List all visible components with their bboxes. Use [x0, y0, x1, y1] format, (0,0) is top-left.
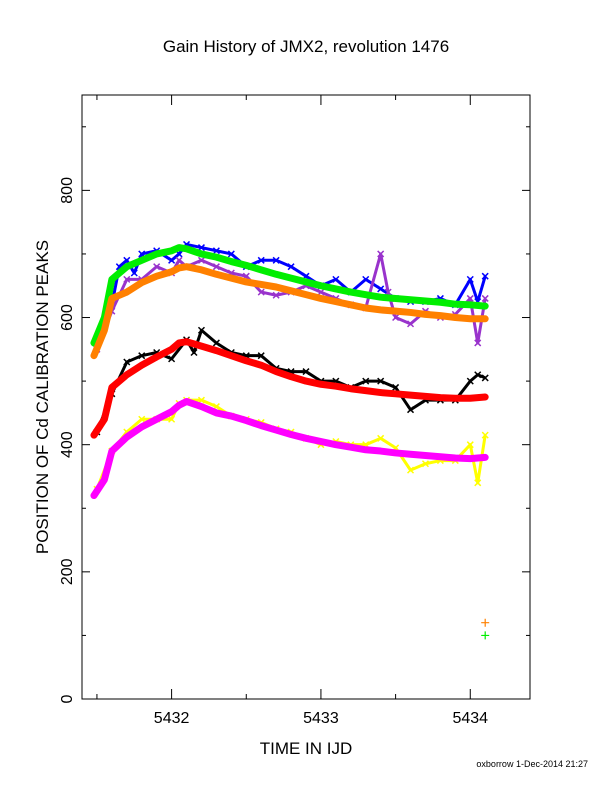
data-point [466, 441, 474, 449]
data-point [272, 291, 280, 299]
data-point [362, 275, 370, 283]
data-point [257, 352, 265, 360]
data-point [257, 288, 265, 296]
y-axis-label: POSITION OF Cd CALIBRATION PEAKS [33, 240, 52, 554]
data-point [287, 263, 295, 271]
chart-title: Gain History of JMX2, revolution 1476 [163, 37, 449, 56]
series-layer [90, 240, 490, 640]
series-6 [93, 396, 489, 493]
footer-credit: oxborrow 1-Dec-2014 21:27 [476, 759, 588, 769]
data-point [197, 256, 205, 264]
data-point [481, 618, 490, 627]
data-point [407, 466, 415, 474]
series-9 [481, 631, 490, 640]
data-point [377, 250, 385, 258]
y-axis: 0 200 400 600 800 [59, 126, 530, 703]
data-point [384, 288, 392, 296]
series-3 [90, 263, 489, 360]
series-8 [481, 618, 490, 627]
data-point [212, 263, 220, 271]
data-point [421, 460, 429, 468]
data-point [466, 377, 474, 385]
series-2 [90, 244, 489, 347]
data-point [377, 285, 385, 293]
data-point [272, 256, 280, 264]
x-tick-label: 5433 [303, 710, 339, 727]
data-point [481, 431, 489, 439]
series-7 [90, 397, 489, 500]
data-point [123, 275, 131, 283]
data-point [197, 326, 205, 334]
data-point [362, 377, 370, 385]
series-line [90, 244, 489, 347]
series-line [90, 397, 489, 500]
data-point [317, 288, 325, 296]
series-line [90, 263, 489, 360]
y-tick-label: 400 [59, 431, 76, 458]
data-point [481, 294, 489, 302]
y-tick-label: 0 [59, 694, 76, 703]
data-point [168, 256, 176, 264]
series-line [90, 338, 489, 439]
data-point [392, 313, 400, 322]
data-point [302, 368, 310, 376]
data-point [332, 275, 340, 283]
data-point [392, 383, 400, 391]
y-tick-label: 600 [59, 304, 76, 331]
data-point [474, 371, 482, 379]
data-point [481, 272, 489, 280]
x-tick-label: 5432 [154, 710, 190, 727]
data-point [138, 415, 146, 423]
data-point [407, 320, 415, 328]
data-point [466, 294, 474, 302]
data-point [168, 355, 176, 363]
y-tick-label: 200 [59, 558, 76, 585]
y-tick-label: 800 [59, 177, 76, 204]
data-point [227, 250, 235, 258]
data-point [212, 339, 220, 347]
data-point [130, 269, 138, 277]
data-point [138, 352, 146, 360]
data-point [474, 479, 482, 487]
data-point [175, 256, 183, 264]
data-point [466, 275, 474, 283]
data-point [168, 415, 176, 423]
x-axis-label: TIME IN IJD [260, 739, 353, 758]
data-point [377, 434, 385, 442]
series-5 [90, 338, 489, 439]
data-point [123, 358, 131, 366]
data-point [474, 339, 482, 347]
data-point [153, 263, 161, 271]
data-point [407, 406, 415, 414]
x-axis: 5432 5433 5434 [96, 95, 488, 727]
x-tick-label: 5434 [452, 710, 488, 727]
data-point [212, 247, 220, 255]
data-point [481, 374, 489, 382]
data-point [257, 256, 265, 264]
data-point [377, 377, 385, 385]
data-point [481, 631, 490, 640]
data-point [190, 348, 198, 357]
plot-frame [81, 94, 531, 700]
series-line [95, 398, 487, 490]
